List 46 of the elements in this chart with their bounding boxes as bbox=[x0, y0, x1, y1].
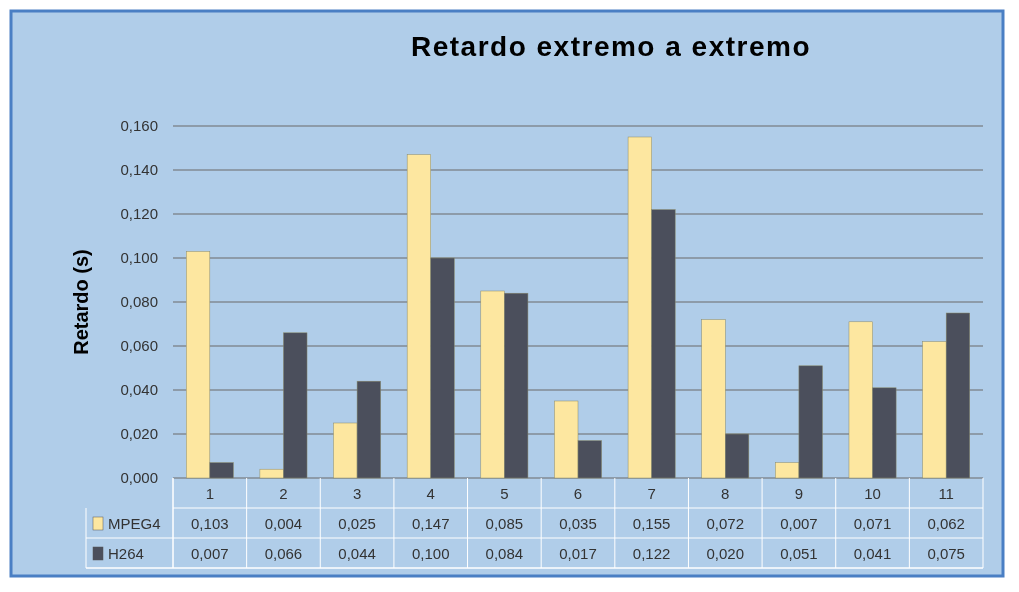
x-tick-label: 10 bbox=[864, 485, 881, 502]
data-label: 0,066 bbox=[264, 545, 303, 562]
data-label: 0,147 bbox=[411, 515, 450, 532]
data-label: 0,041 bbox=[853, 545, 892, 562]
data-label: 0,007 bbox=[191, 545, 229, 562]
y-axis-title: Retardo (s) bbox=[70, 249, 92, 355]
data-label: 0,004 bbox=[264, 515, 303, 532]
data-label: 0,155 bbox=[632, 515, 671, 532]
y-tick-label: 0,060 bbox=[120, 337, 158, 354]
legend-label: H264 bbox=[108, 545, 144, 562]
x-tick-label: 9 bbox=[794, 485, 804, 502]
data-label: 0,062 bbox=[927, 515, 965, 532]
x-tick-label: 3 bbox=[352, 485, 362, 502]
x-tick-label: 8 bbox=[721, 485, 730, 502]
data-label: 0,103 bbox=[191, 515, 229, 532]
legend-label: MPEG4 bbox=[108, 515, 161, 532]
data-label: 0,084 bbox=[485, 545, 524, 562]
data-label: 0,007 bbox=[780, 515, 818, 532]
y-tick-label: 0,160 bbox=[120, 117, 158, 134]
data-label: 0,025 bbox=[338, 515, 376, 532]
data-label: 0,035 bbox=[559, 515, 597, 532]
y-tick-label: 0,020 bbox=[120, 425, 158, 442]
y-tick-label: 0,100 bbox=[120, 249, 158, 266]
data-label: 0,072 bbox=[706, 515, 745, 532]
data-label: 0,051 bbox=[780, 545, 818, 562]
data-label: 0,075 bbox=[927, 545, 965, 562]
data-label: 0,122 bbox=[632, 545, 671, 562]
data-label: 0,071 bbox=[853, 515, 892, 532]
x-tick-label: 7 bbox=[647, 485, 656, 502]
x-tick-label: 4 bbox=[426, 485, 435, 502]
y-tick-label: 0,080 bbox=[120, 293, 158, 310]
chart-title: Retardo extremo a extremo bbox=[410, 31, 812, 62]
data-label: 0,044 bbox=[338, 545, 376, 562]
data-label: 0,100 bbox=[411, 545, 450, 562]
x-tick-label: 1 bbox=[205, 485, 214, 502]
x-tick-label: 2 bbox=[279, 485, 288, 502]
x-tick-label: 6 bbox=[573, 485, 583, 502]
data-label: 0,017 bbox=[559, 545, 597, 562]
x-tick-label: 11 bbox=[938, 485, 954, 502]
y-tick-label: 0,040 bbox=[120, 381, 158, 398]
y-tick-label: 0,000 bbox=[120, 469, 158, 486]
x-tick-label: 5 bbox=[500, 485, 509, 502]
y-tick-label: 0,120 bbox=[120, 205, 158, 222]
y-tick-label: 0,140 bbox=[120, 161, 158, 178]
data-label: 0,085 bbox=[485, 515, 524, 532]
data-label: 0,020 bbox=[706, 545, 745, 562]
